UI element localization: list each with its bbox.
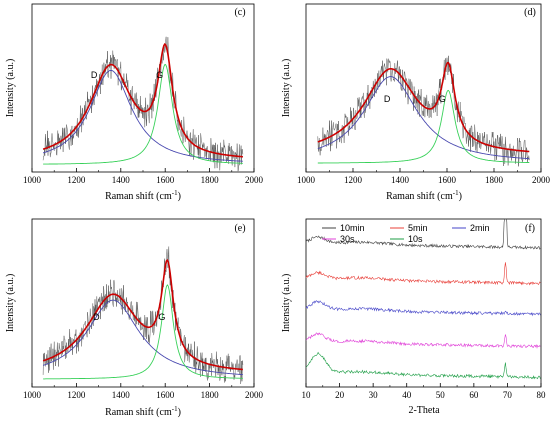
x-tick-label: 1200	[344, 175, 363, 185]
legend-label-10min: 10min	[340, 223, 365, 233]
peak-label-D: D	[384, 94, 391, 104]
x-tick-label: 1800	[485, 175, 504, 185]
raw-spectrum-line	[317, 55, 530, 167]
series-group	[42, 246, 244, 385]
fit-component-G	[43, 64, 243, 165]
x-tick-label: 1600	[438, 175, 457, 185]
y-axis-title: Intensity (a.u.)	[281, 274, 292, 333]
peak-label-D: D	[93, 312, 100, 322]
x-tick-label: 30	[369, 390, 379, 400]
peak-label-G: G	[439, 94, 446, 104]
legend-label-5min: 5min	[408, 223, 428, 233]
fit-component-G	[317, 89, 530, 164]
xrd-line-2min	[305, 300, 541, 317]
x-tick-label: 10	[302, 390, 312, 400]
cumulative-fit-line	[42, 258, 243, 371]
x-tick-label: 1400	[391, 175, 410, 185]
xrd-line-5min	[305, 262, 541, 286]
x-tick-label: 60	[469, 390, 479, 400]
x-tick-label: 80	[537, 390, 547, 400]
cumulative-fit-line	[42, 42, 243, 158]
series-group	[305, 218, 541, 380]
fit-component-D	[317, 76, 530, 160]
x-axis-title-sup: -1	[172, 405, 178, 413]
y-axis-title: Intensity (a.u.)	[5, 59, 16, 118]
x-axis-title: Raman shift (cm-1)	[105, 405, 181, 418]
x-ticks: 10 20 30 40 50 60 70 80	[302, 383, 547, 400]
fit-component-D	[42, 299, 243, 376]
x-axis-title-text: Raman shift (cm	[105, 191, 172, 202]
x-tick-label: 20	[335, 390, 345, 400]
x-tick-label: 1600	[156, 175, 175, 185]
cumulative-fit-line	[317, 61, 530, 153]
x-axis-title-text: Raman shift (cm	[386, 191, 453, 202]
x-tick-label: 1000	[297, 175, 316, 185]
fit-component-D	[42, 69, 243, 162]
x-tick-label: 1400	[112, 175, 131, 185]
legend-label-2min: 2min	[470, 223, 490, 233]
fit-component-G	[43, 284, 243, 380]
x-tick-label: 2000	[532, 175, 550, 185]
x-tick-label: 1600	[156, 390, 175, 400]
series-group	[42, 36, 244, 172]
x-ticks: 1000 1200 1400 1600 1800 2000	[297, 168, 550, 185]
x-tick-label: 2000	[245, 390, 264, 400]
x-tick-label: 1200	[67, 175, 86, 185]
x-axis-title-text: Raman shift (cm	[105, 407, 172, 418]
x-tick-label: 1800	[201, 175, 220, 185]
x-ticks: 1000 1200 1400 1600 1800 2000	[23, 383, 264, 400]
x-axis-title-sup: -1	[172, 189, 178, 197]
legend: 10min 5min 2min 30s 10s	[322, 223, 490, 244]
x-tick-label: 40	[402, 390, 412, 400]
x-axis-title-close: )	[178, 191, 181, 202]
x-tick-label: 1800	[201, 390, 220, 400]
panel-f: 10 20 30 40 50 60 70 80 10min 5min 2min 30s 10s (f)…	[281, 218, 547, 416]
x-axis-title-close: )	[459, 191, 462, 202]
x-tick-label: 70	[503, 390, 513, 400]
series-group	[317, 55, 530, 167]
panel-label: (d)	[524, 7, 536, 18]
panel-label: (f)	[525, 223, 535, 234]
raw-spectrum-line	[42, 36, 244, 172]
x-tick-label: 1200	[67, 390, 86, 400]
xrd-line-10s	[305, 351, 541, 380]
x-tick-label: 2000	[245, 175, 264, 185]
plot-frame	[305, 218, 542, 388]
xrd-line-10min	[305, 218, 541, 250]
x-axis-title: Raman shift (cm-1)	[105, 189, 181, 202]
x-tick-label: 50	[436, 390, 446, 400]
x-ticks: 1000 1200 1400 1600 1800 2000	[23, 168, 264, 185]
raw-spectrum-line	[42, 246, 244, 385]
x-axis-title-sup: -1	[453, 189, 459, 197]
y-axis-title: Intensity (a.u.)	[281, 59, 292, 118]
y-axis-title: Intensity (a.u.)	[5, 274, 16, 333]
x-tick-label: 1000	[23, 175, 42, 185]
peak-label-D: D	[91, 70, 98, 80]
x-tick-label: 1000	[23, 390, 42, 400]
legend-label-10s: 10s	[408, 234, 423, 244]
xrd-line-30s	[305, 332, 541, 349]
peak-label-G: G	[156, 70, 163, 80]
x-axis-title: 2-Theta	[408, 405, 440, 416]
x-axis-title: Raman shift (cm-1)	[386, 189, 462, 202]
panel-label: (c)	[234, 7, 245, 18]
x-tick-label: 1400	[112, 390, 131, 400]
legend-label-30s: 30s	[340, 234, 355, 244]
x-axis-title-close: )	[178, 407, 181, 418]
peak-label-G: G	[158, 312, 165, 322]
panel-label: (e)	[234, 223, 245, 234]
